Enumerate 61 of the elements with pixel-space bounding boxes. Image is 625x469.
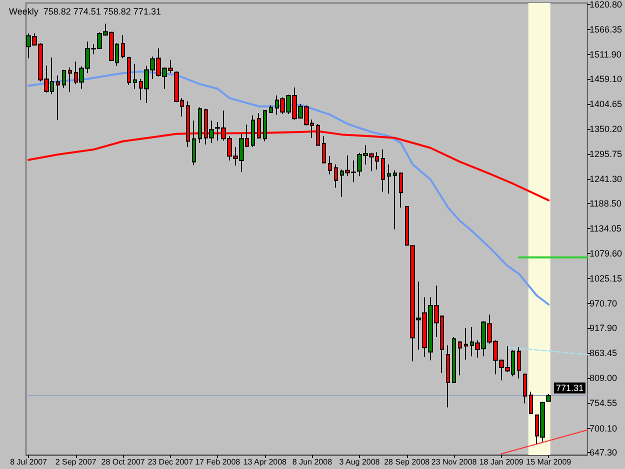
ref-line-label: 771.31 (556, 382, 584, 393)
candlestick (56, 75, 60, 120)
x-tick-label: 8 Jul 2007 (10, 458, 48, 466)
y-tick-label: 1620.80 (589, 0, 622, 10)
candlestick (523, 373, 527, 404)
chart-title: Weekly 758.82 774.51 758.82 771.31 (9, 6, 161, 16)
y-tick-label: 1511.90 (589, 50, 622, 60)
candlestick (517, 346, 521, 380)
candlestick (399, 172, 403, 208)
candlestick (381, 149, 385, 192)
candlestick (198, 106, 202, 144)
x-tick-label: 23 Nov 2008 (431, 458, 478, 466)
y-tick-label: 1079.60 (589, 248, 622, 259)
candlestick (269, 104, 273, 114)
y-tick-label: 1404.65 (589, 98, 622, 109)
x-tick-label: 18 Jan 2009 (479, 458, 524, 466)
x-tick-label: 13 Apr 2008 (243, 458, 288, 466)
x-tick-label: 3 Aug 2008 (339, 458, 380, 466)
candlestick (452, 336, 456, 384)
candlestick (121, 34, 125, 59)
candlestick (546, 394, 551, 402)
candlestick (446, 344, 450, 408)
candlestick (68, 67, 72, 93)
y-tick-label: 1295.75 (589, 149, 622, 160)
y-tick-label: 1241.30 (589, 174, 622, 184)
y-tick-label: 917.90 (589, 323, 617, 334)
candlestick (251, 114, 255, 148)
candlestick (387, 164, 391, 194)
x-tick-label: 8 Jun 2008 (292, 458, 333, 466)
candlestick (405, 205, 409, 246)
y-tick-label: 1134.05 (589, 224, 622, 234)
x-tick-label: 28 Oct 2007 (101, 458, 146, 466)
candlestick (133, 63, 137, 90)
x-tick-label: 2 Sep 2007 (55, 458, 97, 466)
candlestick (328, 156, 332, 175)
candlestick (322, 136, 326, 164)
candlestick (127, 56, 131, 86)
line-series (28, 70, 550, 306)
x-tick-label: 15 Mar 2009 (526, 458, 572, 466)
candlestick (464, 328, 468, 360)
y-tick-label: 1025.15 (589, 274, 622, 284)
y-tick-label: 647.30 (589, 448, 617, 458)
candlestick (192, 120, 196, 166)
candlestick (334, 164, 338, 188)
y-tick-label: 754.55 (589, 398, 617, 408)
x-tick-label: 17 Feb 2008 (195, 458, 241, 466)
y-tick-label: 1566.35 (589, 24, 622, 35)
x-tick-label: 23 Dec 2007 (148, 458, 194, 466)
y-tick-label: 970.70 (589, 298, 617, 309)
candlestick (529, 391, 533, 415)
x-tick-label: 28 Sep 2008 (384, 458, 430, 466)
y-tick-label: 1459.10 (589, 74, 622, 84)
y-tick-label: 809.00 (589, 373, 617, 384)
y-tick-label: 863.45 (589, 348, 617, 358)
candlestick (62, 69, 66, 89)
candlestick (458, 340, 462, 376)
y-tick-label: 1188.50 (589, 198, 622, 208)
candlestick (393, 170, 397, 230)
y-tick-label: 1350.20 (589, 124, 622, 134)
candlestick (263, 110, 267, 142)
y-tick-label: 700.10 (589, 423, 617, 434)
